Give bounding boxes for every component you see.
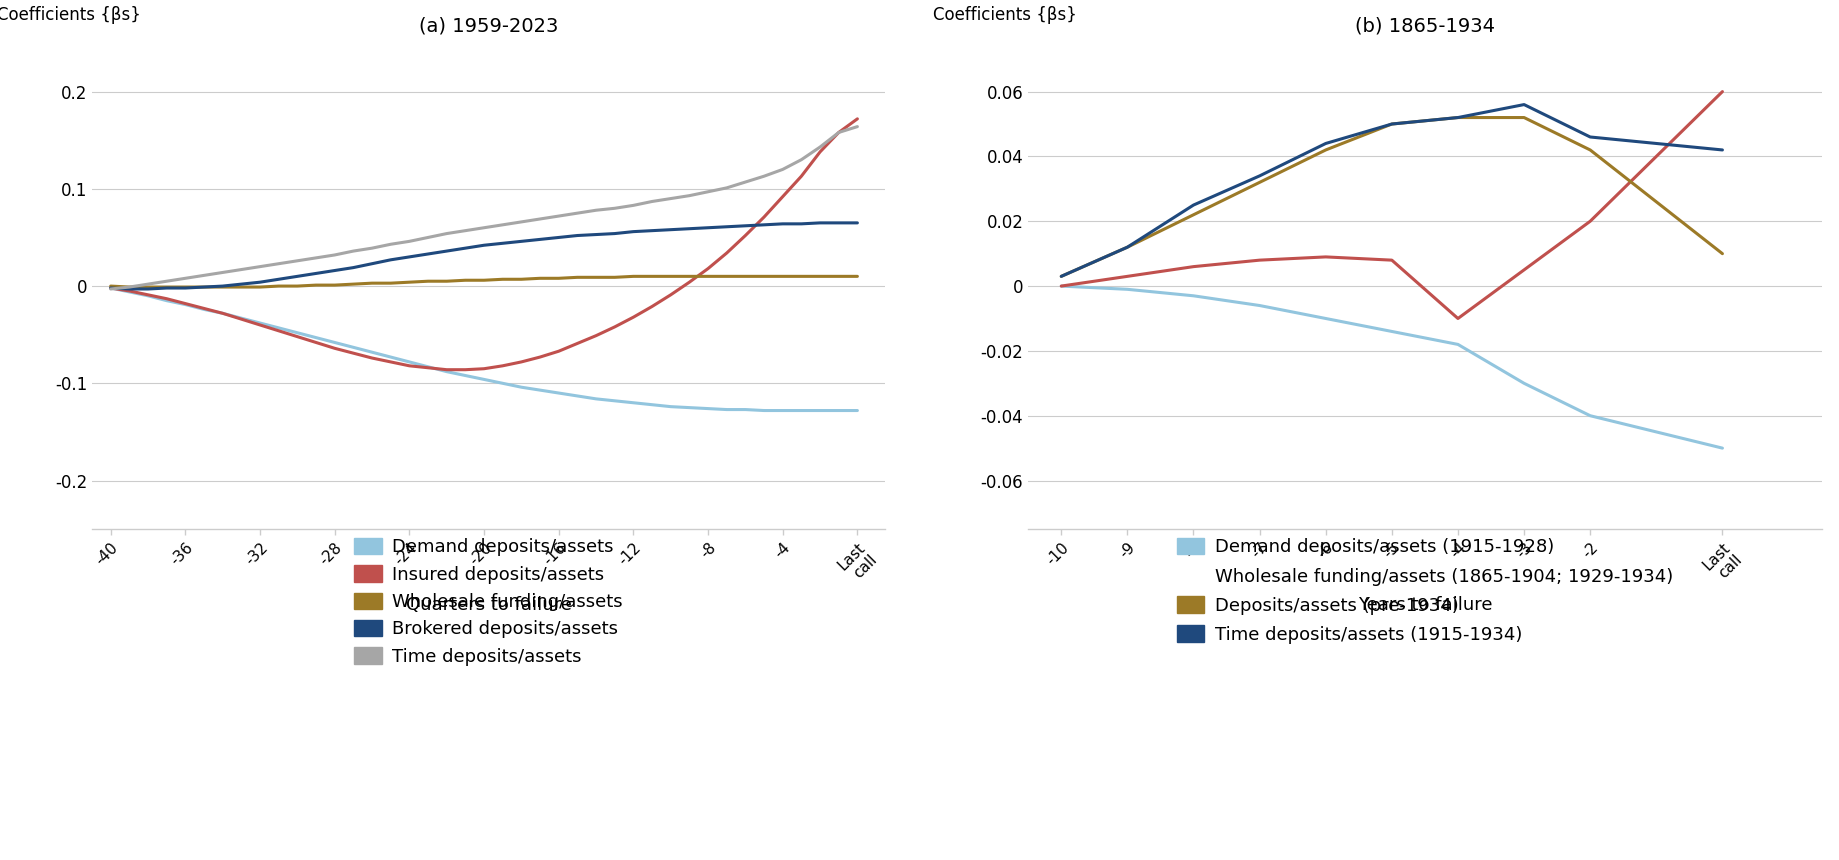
- Title: (b) 1865-1934: (b) 1865-1934: [1354, 17, 1493, 36]
- X-axis label: Quarters to failure: Quarters to failure: [406, 596, 572, 614]
- Legend: Demand deposits/assets (1915-1928), Wholesale funding/assets (1865-1904; 1929-19: Demand deposits/assets (1915-1928), Whol…: [1177, 538, 1672, 644]
- Text: Coefficients {βs}: Coefficients {βs}: [0, 5, 140, 23]
- Legend: Demand deposits/assets, Insured deposits/assets, Wholesale funding/assets, Broke: Demand deposits/assets, Insured deposits…: [355, 538, 623, 666]
- Title: (a) 1959-2023: (a) 1959-2023: [419, 17, 557, 36]
- X-axis label: Years to failure: Years to failure: [1357, 596, 1491, 614]
- Text: Coefficients {βs}: Coefficients {βs}: [932, 5, 1076, 23]
